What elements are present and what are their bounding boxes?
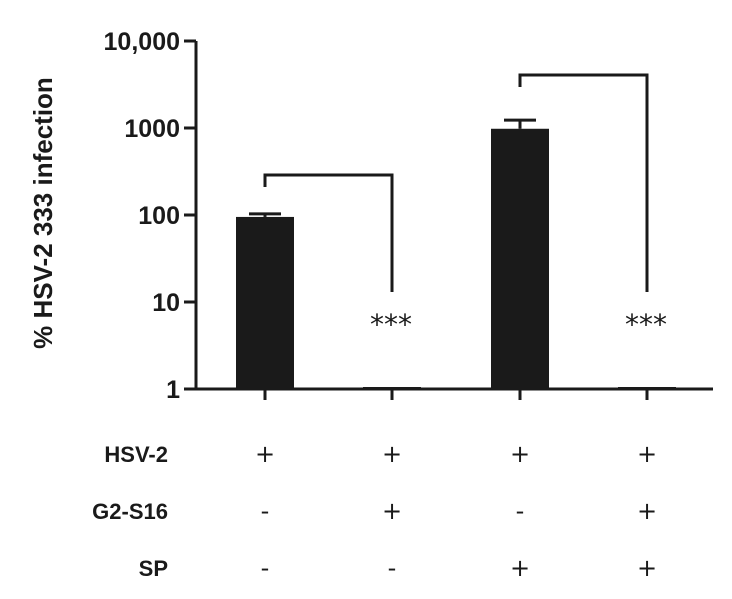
condition-marker: + [510,440,530,468]
significance-label: *** [370,308,412,341]
condition-marker: + [255,440,275,468]
condition-marker: - [261,497,270,525]
y-tick-label: 10 [152,289,180,317]
y-axis-label: % HSV-2 333 infection [28,77,58,349]
condition-marker: + [637,497,657,525]
condition-marker: + [637,440,657,468]
condition-marker: - [261,554,270,582]
y-tick-label: 1000 [124,115,180,143]
bar [236,216,294,389]
condition-label: HSV-2 [104,442,168,467]
condition-marker: - [388,554,397,582]
condition-label: SP [139,556,168,581]
significance-label: *** [625,308,667,341]
significance-bracket [263,173,394,292]
condition-label: G2-S16 [92,499,168,524]
bar [491,128,549,389]
significance-bracket [518,73,649,292]
condition-marker: + [382,440,402,468]
condition-marker: - [516,497,525,525]
y-tick-label: 10,000 [104,28,180,56]
condition-marker: + [637,554,657,582]
y-tick-label: 1 [166,376,180,404]
condition-marker: + [382,497,402,525]
condition-marker: + [510,554,530,582]
y-tick-label: 100 [138,202,180,230]
